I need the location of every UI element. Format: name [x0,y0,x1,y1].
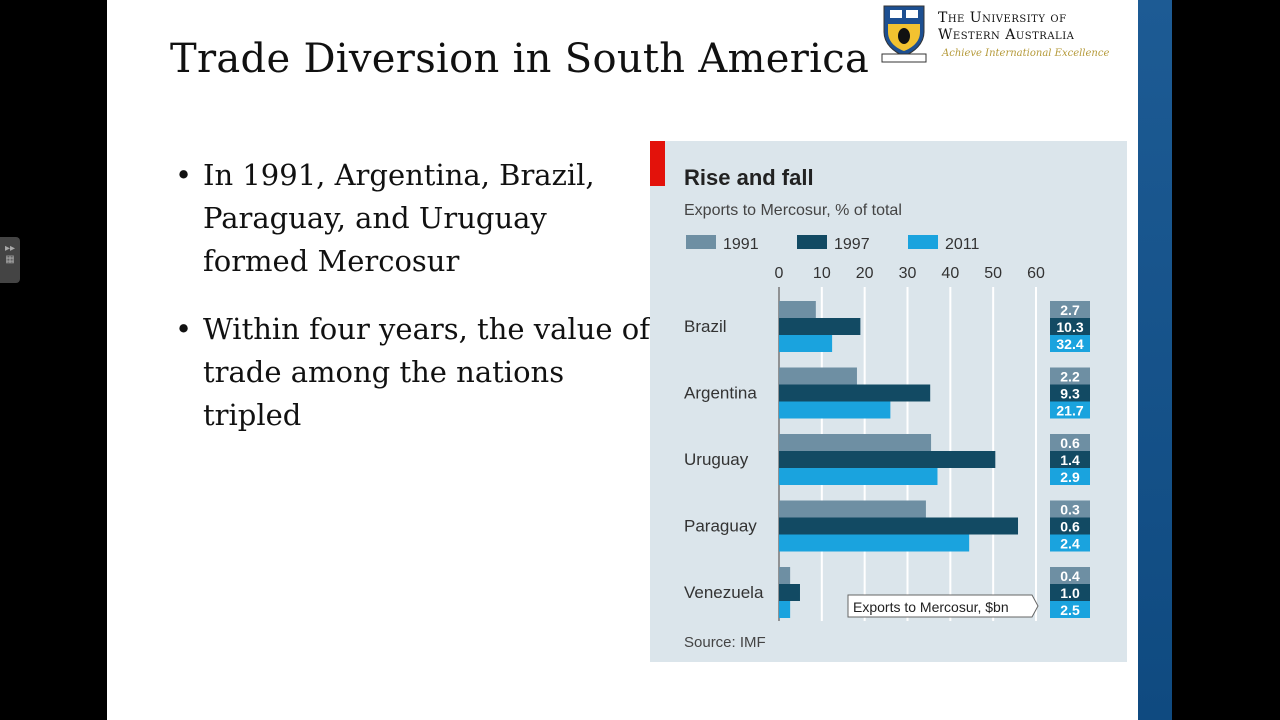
category-label: Venezuela [684,583,764,602]
slide-title: Trade Diversion in South America [170,36,870,82]
legend-swatch-2011 [908,235,938,249]
chart-title: Rise and fall [684,165,814,190]
bullet-dot: • [175,158,193,192]
table-cell-value: 32.4 [1056,336,1083,352]
table-cell-bg [1050,567,1090,584]
legend-swatch-1997 [797,235,827,249]
table-cell-bg [1050,601,1090,618]
bar-venezuela-1997 [779,584,800,601]
table-cell-bg [1050,434,1090,451]
table-cell-bg [1050,401,1090,419]
bar-uruguay-1997 [779,451,996,468]
table-cell-value: 0.6 [1060,435,1080,451]
table-cell-value: 2.2 [1060,369,1080,385]
category-label: Uruguay [684,450,749,469]
table-cell-bg [1050,301,1090,318]
legend-label-1991: 1991 [723,236,759,253]
bar-argentina-1997 [779,384,931,402]
table-cell-bg [1050,384,1090,402]
bar-paraguay-1991 [779,500,926,518]
bullet-1: • In 1991, Argentina, Brazil, Paraguay, a… [175,154,645,283]
bar-uruguay-2011 [779,468,938,485]
legend-swatch-1991 [686,235,716,249]
table-cell-bg [1050,534,1090,552]
table-callout-label: Exports to Mercosur, $bn [853,599,1009,615]
table-cell-value: 2.7 [1060,302,1080,318]
bullet-dot: • [175,312,193,346]
slide-border-stripe [1138,0,1172,720]
table-cell-value: 0.4 [1060,568,1080,584]
bar-venezuela-1991 [779,567,791,584]
bullet-2: • Within four years, the value of trade a… [175,308,655,437]
bar-chart: Rise and fall Exports to Mercosur, % of t… [650,141,1090,651]
table-cell-value: 0.3 [1060,502,1080,518]
side-panel-handle[interactable]: ▸▸ ▦ [0,237,20,283]
bar-argentina-1991 [779,367,857,385]
crest-icon [881,5,927,63]
table-cell-bg [1050,584,1090,601]
table-cell-bg [1050,451,1090,468]
bar-argentina-2011 [779,401,891,419]
x-tick-label: 20 [856,265,874,282]
table-cell-bg [1050,500,1090,518]
table-cell-bg [1050,318,1090,335]
table-cell-value: 2.4 [1060,536,1080,552]
bar-paraguay-1997 [779,517,1019,535]
bar-brazil-1997 [779,318,861,335]
x-tick-label: 40 [941,265,959,282]
table-cell-value: 2.9 [1060,469,1080,485]
legend-label-2011: 2011 [945,236,980,253]
table-callout-box [847,594,1039,618]
accent-bar [650,141,665,186]
table-cell-value: 0.6 [1060,519,1080,535]
chart-subtitle: Exports to Mercosur, % of total [684,202,902,219]
table-cell-bg [1050,468,1090,485]
table-cell-value: 1.4 [1060,452,1080,468]
table-cell-bg [1050,367,1090,385]
table-cell-value: 1.0 [1060,585,1080,601]
university-logo: The University of Western Australia Achi… [880,4,1110,66]
bar-paraguay-2011 [779,534,970,552]
legend-label-1997: 1997 [834,236,870,253]
x-tick-label: 30 [899,265,917,282]
x-tick-label: 50 [984,265,1002,282]
bar-brazil-2011 [779,335,833,352]
category-label: Argentina [684,384,757,403]
chart-panel: Rise and fall Exports to Mercosur, % of t… [650,141,1127,662]
x-tick-label: 10 [813,265,831,282]
bar-uruguay-1991 [779,434,932,451]
table-cell-value: 2.5 [1060,602,1080,618]
table-cell-value: 21.7 [1056,403,1083,419]
table-cell-value: 9.3 [1060,386,1080,402]
bar-venezuela-2011 [779,601,791,618]
category-label: Paraguay [684,517,757,536]
x-tick-label: 0 [775,265,784,282]
table-cell-bg [1050,517,1090,535]
table-cell-value: 10.3 [1056,319,1083,335]
x-tick-label: 60 [1027,265,1045,282]
bar-brazil-1991 [779,301,816,318]
chart-source: Source: IMF [684,634,766,651]
category-label: Brazil [684,317,727,336]
table-cell-bg [1050,335,1090,352]
